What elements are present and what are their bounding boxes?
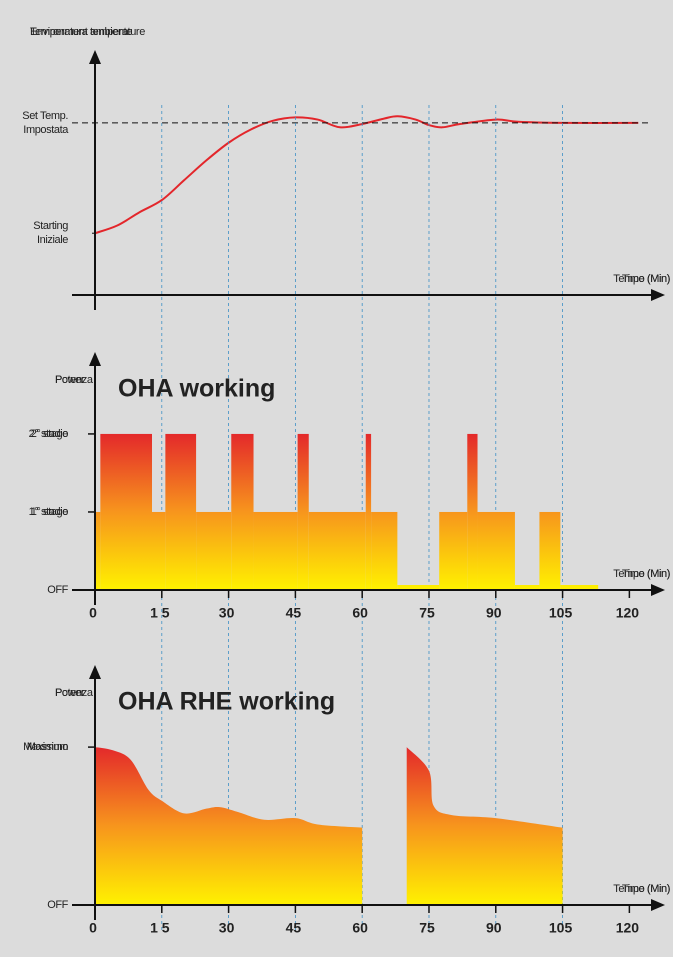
power-step bbox=[514, 585, 540, 590]
x-axis-title: Time (Min) bbox=[622, 883, 670, 895]
y-tick-label: Massimo bbox=[27, 741, 68, 753]
power-step bbox=[439, 511, 468, 590]
power-step bbox=[560, 585, 599, 590]
x-tick-label: 60 bbox=[352, 605, 368, 621]
power-step bbox=[297, 433, 309, 590]
x-tick-label: 105 bbox=[549, 920, 573, 936]
y-axis-title: Environment temperature bbox=[30, 26, 145, 38]
x-axis-title: Time (Min) bbox=[622, 273, 670, 285]
x-tick-label: 45 bbox=[286, 605, 302, 621]
x-tick-label: 90 bbox=[486, 920, 502, 936]
power-step bbox=[467, 433, 478, 590]
power-step bbox=[100, 433, 152, 590]
y-tick-label: OFF bbox=[47, 584, 68, 596]
power-area bbox=[406, 747, 563, 905]
x-tick-label: 30 bbox=[219, 920, 235, 936]
y-axis-title: Power bbox=[55, 374, 85, 386]
x-tick-label: 45 bbox=[286, 920, 302, 936]
x-axis-title: Tempo (Min) bbox=[613, 568, 670, 580]
y-tick-label: Impostata bbox=[23, 124, 69, 136]
y-axis-title: Temperatura ambiente bbox=[30, 26, 132, 38]
power-step bbox=[308, 511, 366, 590]
y-axis-arrow bbox=[89, 352, 101, 366]
y-tick-label: Iniziale bbox=[37, 234, 68, 246]
x-tick-label: 1 5 bbox=[150, 920, 170, 936]
x-axis-title: Tempo (Min) bbox=[613, 273, 670, 285]
panel-title: OHA working bbox=[118, 375, 275, 403]
y-tick-label: Maximum bbox=[23, 741, 68, 753]
power-step bbox=[95, 511, 101, 590]
y-tick-label: 2° stadio bbox=[29, 428, 69, 440]
x-axis-title: Tempo (Min) bbox=[613, 883, 670, 895]
x-tick-label: 90 bbox=[486, 605, 502, 621]
x-tick-label: 105 bbox=[549, 605, 573, 621]
x-tick-label: 75 bbox=[419, 920, 435, 936]
x-tick-label: 0 bbox=[89, 920, 97, 936]
power-step bbox=[539, 511, 561, 590]
panel-title: OHA RHE working bbox=[118, 688, 335, 716]
y-tick-label: 1° stage bbox=[31, 506, 69, 518]
y-axis-title: Power bbox=[55, 687, 85, 699]
power-step bbox=[165, 433, 197, 590]
power-area bbox=[95, 747, 363, 905]
y-tick-label: 2° stage bbox=[31, 428, 69, 440]
power-step bbox=[196, 511, 232, 590]
power-step bbox=[253, 511, 298, 590]
x-tick-label: 60 bbox=[352, 920, 368, 936]
y-axis-arrow bbox=[89, 665, 101, 679]
x-tick-label: 30 bbox=[219, 605, 235, 621]
x-tick-label: 120 bbox=[616, 605, 640, 621]
y-axis-title: Potenza bbox=[55, 374, 94, 386]
y-tick-label: Set Temp. bbox=[22, 110, 68, 122]
y-tick-label: Starting bbox=[33, 220, 68, 232]
x-tick-label: 120 bbox=[616, 920, 640, 936]
power-step bbox=[365, 433, 372, 590]
y-tick-label: 1° stadio bbox=[29, 506, 69, 518]
x-axis-title: Time (Min) bbox=[622, 568, 670, 580]
temperature-line bbox=[94, 115, 639, 235]
x-tick-label: 1 5 bbox=[150, 605, 170, 621]
power-step bbox=[152, 511, 166, 590]
x-axis-arrow bbox=[651, 289, 665, 301]
power-step bbox=[231, 433, 254, 590]
x-axis-arrow bbox=[651, 899, 665, 911]
x-tick-label: 0 bbox=[89, 605, 97, 621]
power-step bbox=[477, 511, 515, 590]
y-axis-title: Potenza bbox=[55, 687, 94, 699]
x-axis-arrow bbox=[651, 584, 665, 596]
power-step bbox=[397, 585, 440, 590]
power-step bbox=[371, 511, 398, 590]
y-tick-label: OFF bbox=[47, 899, 68, 911]
y-axis-arrow bbox=[89, 50, 101, 64]
x-tick-label: 75 bbox=[419, 605, 435, 621]
